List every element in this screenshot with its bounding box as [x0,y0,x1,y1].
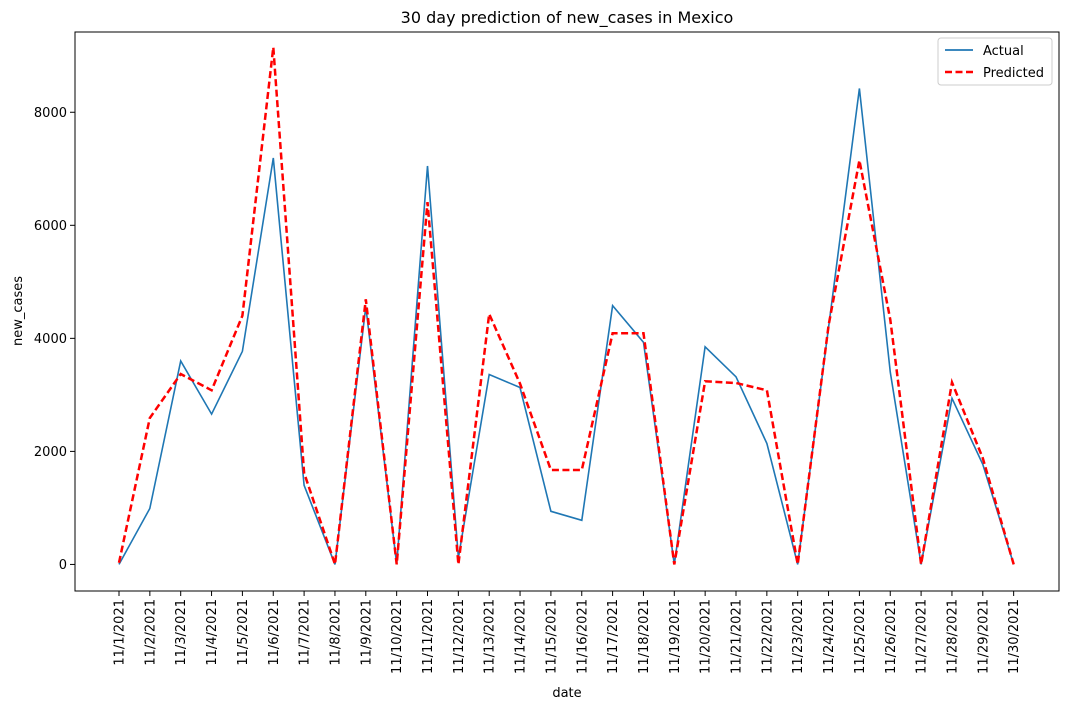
y-tick-label: 0 [59,558,67,573]
x-tick-label: 11/17/2021 [606,599,621,674]
x-tick-label: 11/20/2021 [699,599,714,674]
x-tick-label: 11/3/2021 [174,599,189,666]
x-tick-label: 11/7/2021 [298,599,313,666]
x-tick-label: 11/30/2021 [1007,599,1022,674]
x-tick-label: 11/5/2021 [236,599,251,666]
y-tick-label: 4000 [34,332,67,347]
x-tick-label: 11/27/2021 [915,599,930,674]
x-tick-label: 11/19/2021 [668,599,683,674]
series-line-actual [118,88,1015,565]
y-axis: 0 2000 4000 6000 8000 [34,106,75,573]
x-tick-label: 11/9/2021 [359,599,374,666]
x-tick-label: 11/12/2021 [452,599,467,674]
y-tick-label: 6000 [34,219,67,234]
plot-area [117,47,1015,565]
x-tick-label: 11/25/2021 [853,599,868,674]
x-tick-label: 11/14/2021 [514,599,529,674]
x-tick-label: 11/28/2021 [945,599,960,674]
x-tick-label: 11/10/2021 [390,599,405,674]
x-tick-label: 11/18/2021 [637,599,652,674]
x-tick-label: 11/6/2021 [267,599,282,666]
legend-actual-label: Actual [983,44,1024,59]
x-tick-label: 11/8/2021 [328,599,343,666]
x-tick-label: 11/29/2021 [976,599,991,674]
x-tick-label: 11/26/2021 [884,599,899,674]
chart-title: 30 day prediction of new_cases in Mexico [401,8,734,28]
x-tick-label: 11/15/2021 [544,599,559,674]
x-tick-label: 11/11/2021 [421,599,436,674]
y-axis-label: new_cases [11,276,26,346]
x-tick-label: 11/22/2021 [760,599,775,674]
legend-predicted-label: Predicted [983,66,1044,81]
plot-frame [74,31,1060,592]
legend: Actual Predicted [937,37,1053,86]
x-tick-label: 11/13/2021 [483,599,498,674]
x-tick-label: 11/1/2021 [113,599,128,666]
x-tick-label: 11/2/2021 [143,599,158,666]
y-tick-label: 2000 [34,445,67,460]
x-tick-label: 11/4/2021 [205,599,220,666]
x-tick-label: 11/24/2021 [822,599,837,674]
x-axis-label: date [552,686,581,701]
y-tick-label: 8000 [34,106,67,121]
x-tick-label: 11/16/2021 [575,599,590,674]
x-axis: 11/1/2021 11/2/2021 11/3/2021 11/4/2021 11/5… [113,591,1022,674]
x-tick-label: 11/23/2021 [791,599,806,674]
series-line-predicted [117,47,1015,565]
x-tick-label: 11/21/2021 [730,599,745,674]
